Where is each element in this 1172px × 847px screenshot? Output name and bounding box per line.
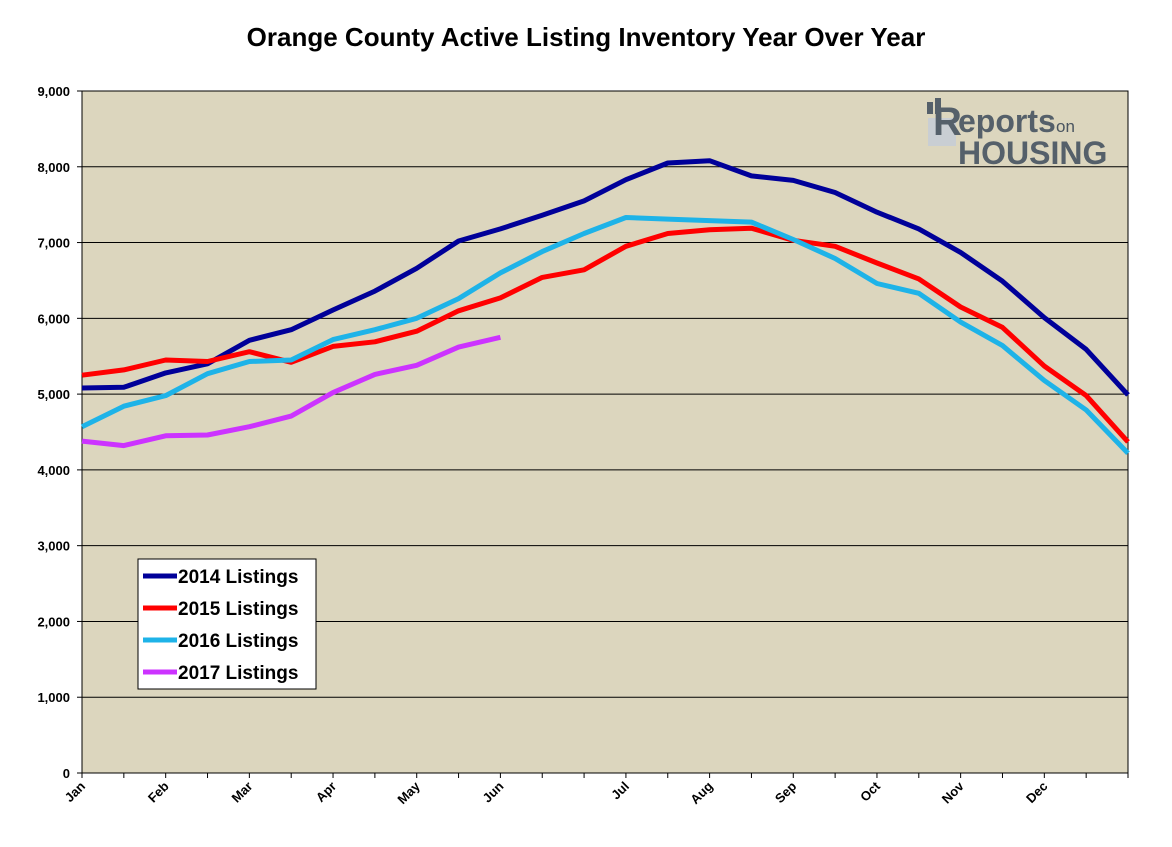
legend: 2014 Listings 2015 Listings 2016 Listing…	[137, 558, 317, 690]
y-tick-label: 7,000	[37, 236, 70, 251]
y-tick-label: 5,000	[37, 387, 70, 402]
legend-box	[137, 558, 317, 690]
legend-label-2017: 2017 Listings	[178, 663, 298, 684]
x-tick-label: Jun	[480, 778, 507, 805]
chart-title: Orange County Active Listing Inventory Y…	[246, 22, 926, 52]
series-lines	[80, 158, 1130, 455]
y-tick-label: 2,000	[37, 614, 70, 629]
logo-bar-icon	[927, 102, 933, 114]
x-tick-label: Mar	[229, 779, 256, 806]
series-line-2017	[81, 334, 501, 449]
series-line-2015	[81, 225, 1130, 444]
legend-label-2014: 2014 Listings	[178, 567, 298, 588]
x-axis-ticks: Jan Feb Mar Apr May Jun Jul Aug Sep Oct Nov Dec	[62, 773, 1129, 807]
x-tick-label: Sep	[772, 778, 800, 806]
x-tick-label: Aug	[687, 778, 716, 807]
y-tick-label: 0	[63, 766, 70, 781]
logo-bar-icon	[935, 98, 941, 114]
logo-housing-text: HOUSING	[958, 135, 1107, 171]
x-tick-label: Apr	[313, 779, 339, 805]
y-axis-ticks: 0 1,000 2,000 3,000 4,000 5,000 6,000 7,000 8,00…	[37, 84, 82, 781]
x-tick-label: Nov	[939, 778, 968, 807]
x-tick-label: Jul	[608, 779, 632, 803]
y-tick-label: 9,000	[37, 84, 70, 99]
series-line-2014	[81, 158, 1130, 397]
logo-on-text: on	[1056, 117, 1075, 136]
y-tick-label: 1,000	[37, 690, 70, 705]
x-tick-label: Feb	[145, 778, 172, 805]
series-line-2016	[80, 215, 1130, 455]
x-tick-label: May	[394, 778, 423, 807]
x-tick-label: Dec	[1023, 779, 1050, 806]
y-tick-label: 3,000	[37, 539, 70, 554]
y-tick-label: 8,000	[37, 160, 70, 175]
y-tick-label: 4,000	[37, 463, 70, 478]
y-tick-label: 6,000	[37, 311, 70, 326]
x-tick-label: Oct	[857, 778, 883, 804]
logo-reports-text: eports	[958, 103, 1056, 139]
logo-initial: R	[933, 100, 962, 144]
reports-on-housing-logo: R eports on HOUSING	[927, 98, 1107, 171]
x-tick-label: Jan	[62, 778, 88, 804]
logo-house-icon	[928, 118, 956, 146]
legend-label-2016: 2016 Listings	[178, 631, 298, 652]
legend-label-2015: 2015 Listings	[178, 599, 298, 620]
